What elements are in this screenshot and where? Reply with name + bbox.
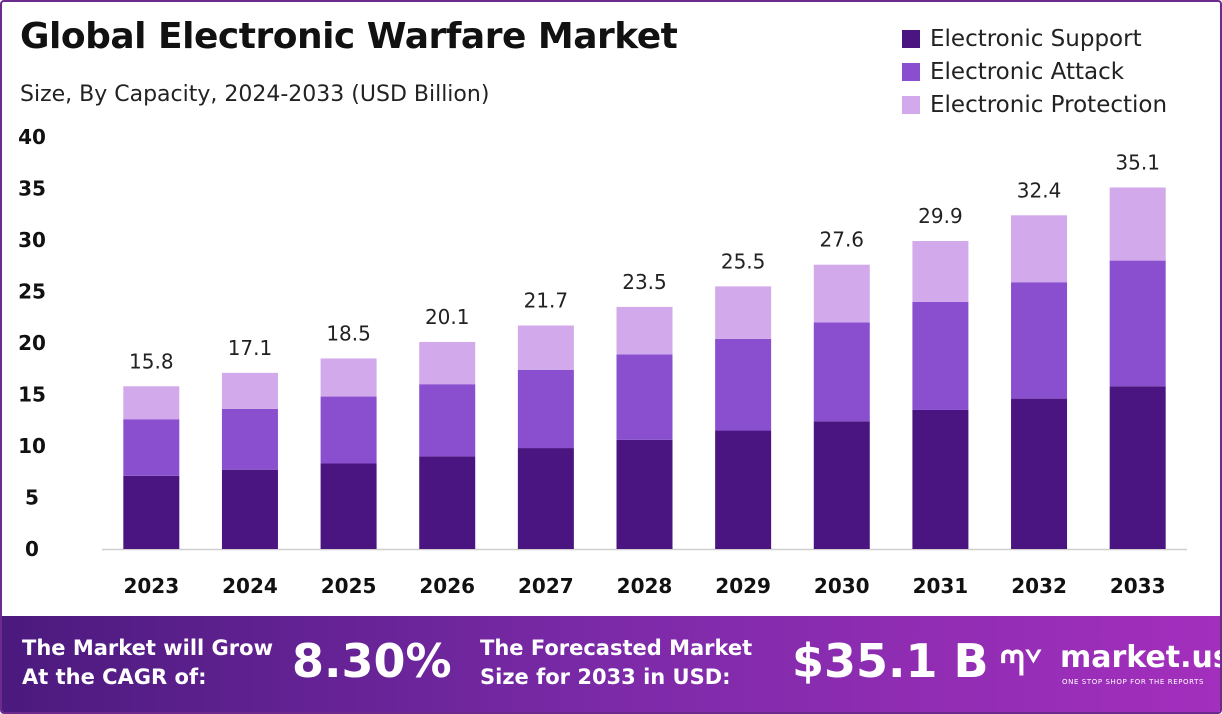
forecast-label: The Forecasted Market Size for 2033 in U… <box>480 634 752 692</box>
bar-total-label: 15.8 <box>129 349 174 373</box>
bar-segment-electronic-attack <box>616 354 673 440</box>
legend-item-electronic-attack: Electronic Attack <box>902 55 1167 88</box>
bar-segment-electronic-protection <box>715 286 772 339</box>
legend: Electronic Support Electronic Attack Ele… <box>902 22 1167 121</box>
y-tick-label: 0 <box>25 537 39 561</box>
bar-total-label: 32.4 <box>1017 178 1062 202</box>
bar-total-label: 18.5 <box>326 321 371 345</box>
bar-segment-electronic-attack <box>715 338 772 431</box>
bar-segment-electronic-support <box>320 463 377 549</box>
bar-segment-electronic-protection <box>616 306 673 355</box>
y-tick-label: 5 <box>25 486 39 510</box>
bar-segment-electronic-attack <box>517 369 574 449</box>
bar-segment-electronic-attack <box>123 419 180 476</box>
legend-label-electronic-attack: Electronic Attack <box>930 58 1125 85</box>
legend-swatch-electronic-protection <box>902 95 920 114</box>
bar-segment-electronic-attack <box>1011 282 1068 399</box>
footer-banner: The Market will Grow At the CAGR of: 8.3… <box>2 616 1220 712</box>
x-tick-label: 2032 <box>1011 574 1067 598</box>
y-tick-label: 20 <box>18 331 46 355</box>
bar-total-label: 29.9 <box>918 204 963 228</box>
bar-segment-electronic-attack <box>419 384 476 457</box>
bar-segment-electronic-attack <box>813 322 870 422</box>
cagr-label: The Market will Grow At the CAGR of: <box>22 634 273 692</box>
bar-total-label: 25.5 <box>721 249 766 273</box>
x-tick-label: 2027 <box>518 574 574 598</box>
legend-swatch-electronic-support <box>902 29 920 48</box>
bar-segment-electronic-protection <box>813 264 870 323</box>
forecast-label-line-1: The Forecasted Market <box>480 636 753 660</box>
bar-segment-electronic-protection <box>320 358 377 397</box>
legend-item-electronic-support: Electronic Support <box>902 22 1167 55</box>
chart-title: Global Electronic Warfare Market <box>20 16 678 57</box>
bar-segment-electronic-support <box>517 448 574 549</box>
x-tick-label: 2025 <box>321 574 377 598</box>
x-tick-label: 2023 <box>123 574 179 598</box>
bar-total-label: 20.1 <box>425 305 470 329</box>
legend-item-electronic-protection: Electronic Protection <box>902 88 1167 121</box>
legend-label-electronic-support: Electronic Support <box>930 25 1142 52</box>
y-tick-label: 25 <box>18 280 46 304</box>
bar-total-label: 27.6 <box>820 228 865 252</box>
cagr-label-line-1: The Market will Grow <box>22 636 273 660</box>
bar-segment-electronic-support <box>616 439 673 549</box>
y-tick-label: 10 <box>18 434 46 458</box>
bar-segment-electronic-protection <box>1109 187 1166 261</box>
bar-segment-electronic-support <box>1109 386 1166 549</box>
bar-segment-electronic-attack <box>320 396 377 464</box>
x-tick-label: 2033 <box>1110 574 1166 598</box>
y-tick-label: 15 <box>18 383 46 407</box>
bar-segment-electronic-protection <box>517 325 574 370</box>
bar-segment-electronic-attack <box>221 408 278 470</box>
y-tick-label: 30 <box>18 228 46 252</box>
bar-segment-electronic-attack <box>912 301 969 410</box>
bar-segment-electronic-protection <box>123 386 180 420</box>
market-us-logo-tagline: ONE STOP SHOP FOR THE REPORTS <box>1062 678 1205 686</box>
x-tick-label: 2026 <box>419 574 475 598</box>
bar-segment-electronic-support <box>419 456 476 549</box>
stacked-bar-chart: 051015202530354015.8202317.1202418.52025… <box>18 125 1187 598</box>
bar-total-label: 35.1 <box>1115 150 1160 174</box>
x-tick-label: 2030 <box>814 574 870 598</box>
forecast-label-line-2: Size for 2033 in USD: <box>480 665 731 689</box>
x-tick-label: 2029 <box>715 574 771 598</box>
bar-segment-electronic-protection <box>419 341 476 385</box>
bar-segment-electronic-protection <box>1011 215 1068 283</box>
bar-segment-electronic-protection <box>221 372 278 409</box>
x-tick-label: 2024 <box>222 574 278 598</box>
bar-total-label: 17.1 <box>228 336 273 360</box>
y-tick-label: 40 <box>18 125 46 149</box>
market-us-logo-text: market.us <box>1060 640 1222 675</box>
chart-subtitle: Size, By Capacity, 2024-2033 (USD Billio… <box>20 82 490 107</box>
cagr-value: 8.30% <box>292 634 452 688</box>
cagr-label-line-2: At the CAGR of: <box>22 665 207 689</box>
bar-segment-electronic-attack <box>1109 260 1166 387</box>
bar-segment-electronic-protection <box>912 241 969 302</box>
bar-segment-electronic-support <box>813 421 870 549</box>
bar-segment-electronic-support <box>221 469 278 549</box>
market-us-logo-icon: ᘉᘁ <box>1000 644 1043 684</box>
x-tick-label: 2028 <box>617 574 673 598</box>
bar-segment-electronic-support <box>1011 398 1068 549</box>
bar-total-label: 21.7 <box>524 288 569 312</box>
forecast-value: $35.1 B <box>792 634 989 688</box>
bar-segment-electronic-support <box>123 475 180 549</box>
legend-swatch-electronic-attack <box>902 62 920 81</box>
bar-segment-electronic-support <box>715 430 772 549</box>
x-tick-label: 2031 <box>913 574 969 598</box>
y-tick-label: 35 <box>18 177 46 201</box>
bar-total-label: 23.5 <box>622 270 667 294</box>
legend-label-electronic-protection: Electronic Protection <box>930 91 1168 118</box>
bar-segment-electronic-support <box>912 409 969 549</box>
